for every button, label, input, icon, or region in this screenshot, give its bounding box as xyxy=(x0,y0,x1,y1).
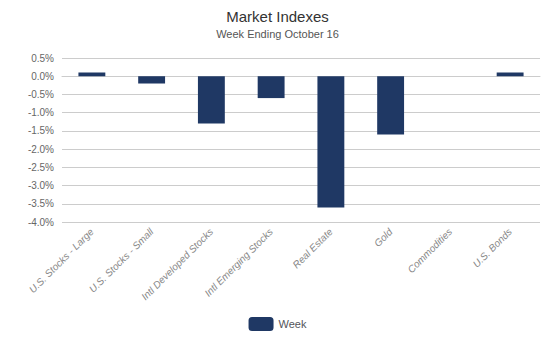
svg-text:-1.5%: -1.5% xyxy=(28,125,54,136)
svg-text:0.5%: 0.5% xyxy=(31,53,54,64)
svg-text:Market Indexes: Market Indexes xyxy=(226,8,329,25)
svg-text:Gold: Gold xyxy=(372,226,395,249)
svg-text:Week Ending October 16: Week Ending October 16 xyxy=(216,28,339,40)
svg-text:-1.0%: -1.0% xyxy=(28,107,54,118)
svg-text:Commodities: Commodities xyxy=(405,226,454,275)
svg-text:Real Estate: Real Estate xyxy=(290,226,335,271)
svg-text:-3.0%: -3.0% xyxy=(28,180,54,191)
svg-text:-2.0%: -2.0% xyxy=(28,144,54,155)
svg-text:-2.5%: -2.5% xyxy=(28,162,54,173)
svg-text:Week: Week xyxy=(279,318,307,330)
svg-text:-0.5%: -0.5% xyxy=(28,89,54,100)
svg-text:-3.5%: -3.5% xyxy=(28,198,54,209)
svg-text:U.S. Stocks - Large: U.S. Stocks - Large xyxy=(27,226,96,295)
svg-text:U.S. Stocks - Small: U.S. Stocks - Small xyxy=(87,226,156,295)
svg-text:U.S. Bonds: U.S. Bonds xyxy=(471,226,514,269)
svg-text:-4.0%: -4.0% xyxy=(28,217,54,228)
svg-text:Intl Developed Stocks: Intl Developed Stocks xyxy=(139,226,216,303)
svg-text:Intl Emerging Stocks: Intl Emerging Stocks xyxy=(202,226,275,299)
svg-text:0.0%: 0.0% xyxy=(31,71,54,82)
